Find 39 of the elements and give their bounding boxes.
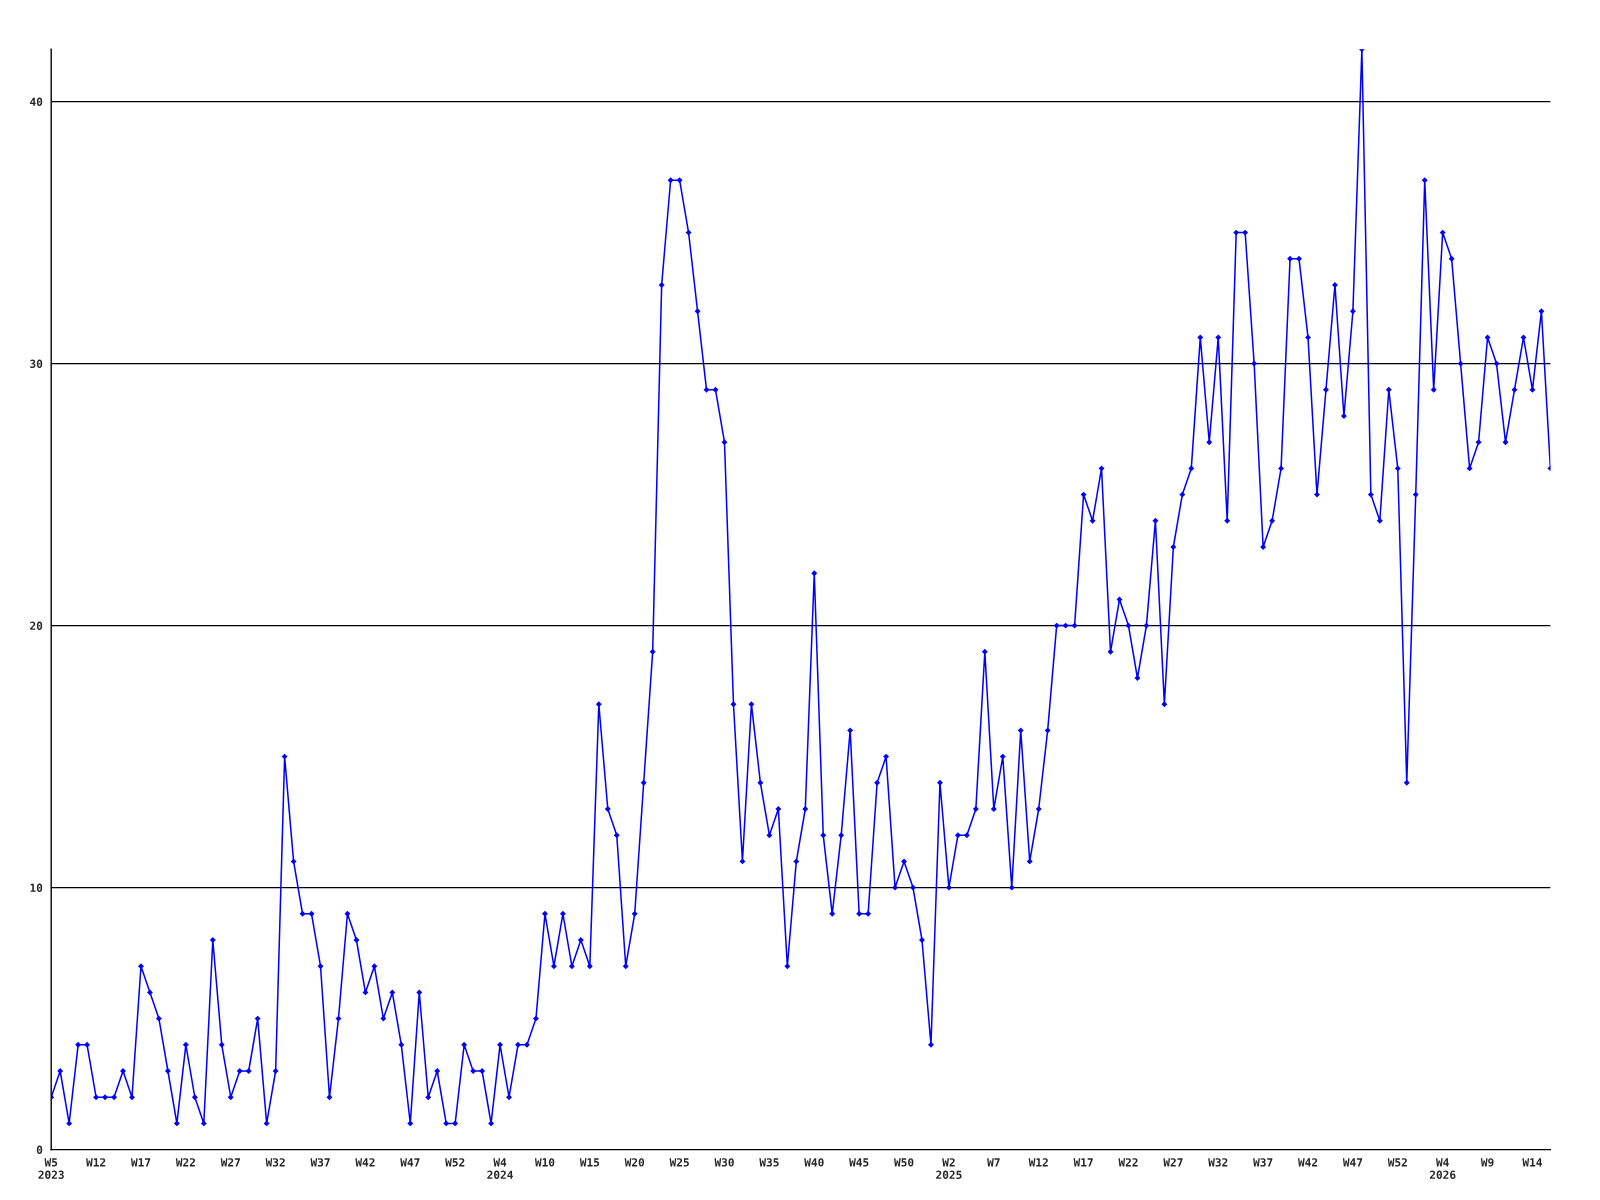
x-tick-label: W45 — [849, 1158, 869, 1167]
x-tick-label: W7 — [987, 1158, 1000, 1167]
x-tick-label: W15 — [579, 1158, 600, 1167]
x-tick-label: W25 — [669, 1158, 689, 1167]
x-tick-label: W10 — [534, 1158, 555, 1167]
x-tick-label: W22 — [175, 1158, 195, 1167]
x-tick-label: W52 — [1387, 1158, 1407, 1167]
x-tick-label: W47 — [400, 1158, 420, 1167]
x-tick-label: W27 — [220, 1158, 240, 1167]
x-tick-label: W32 — [265, 1158, 285, 1167]
x-tick-label: W32 — [1208, 1158, 1228, 1167]
x-tick-label: W9 — [1480, 1158, 1494, 1167]
x-tick-label: W17 — [130, 1158, 151, 1167]
x-tick-label: W37 — [1253, 1158, 1273, 1167]
x-tick-label: W2 2025 — [936, 1158, 962, 1179]
x-tick-label: W47 — [1342, 1158, 1363, 1167]
x-tick-label: W42 — [1297, 1158, 1318, 1167]
y-tick-label: 0 — [36, 1145, 43, 1154]
x-tick-label: W12 — [1028, 1158, 1048, 1167]
x-tick-label: W42 — [355, 1158, 375, 1167]
x-tick-label: W50 — [894, 1158, 914, 1167]
x-tick-label: W37 — [310, 1158, 330, 1167]
x-tick-label: W4 2026 — [1429, 1158, 1456, 1179]
x-tick-label: W40 — [804, 1158, 824, 1167]
x-tick-label: W20 — [624, 1158, 645, 1167]
x-tick-label: W52 — [445, 1158, 465, 1167]
x-tick-label: W35 — [759, 1158, 779, 1167]
x-tick-label: W30 — [714, 1158, 734, 1167]
y-tick-label: 20 — [30, 621, 43, 630]
x-tick-label: W22 — [1118, 1158, 1138, 1167]
x-tick-label: W4 2024 — [487, 1158, 513, 1179]
x-tick-label: W27 — [1163, 1158, 1183, 1167]
x-tick-label: W5 2023 — [38, 1158, 64, 1179]
y-tick-label: 10 — [30, 883, 43, 892]
x-tick-label: W14 — [1522, 1158, 1542, 1167]
x-tick-label: W12 — [86, 1158, 106, 1167]
x-tick-label: W17 — [1073, 1158, 1093, 1167]
y-tick-label: 30 — [30, 359, 43, 368]
y-tick-label: 40 — [30, 97, 43, 106]
